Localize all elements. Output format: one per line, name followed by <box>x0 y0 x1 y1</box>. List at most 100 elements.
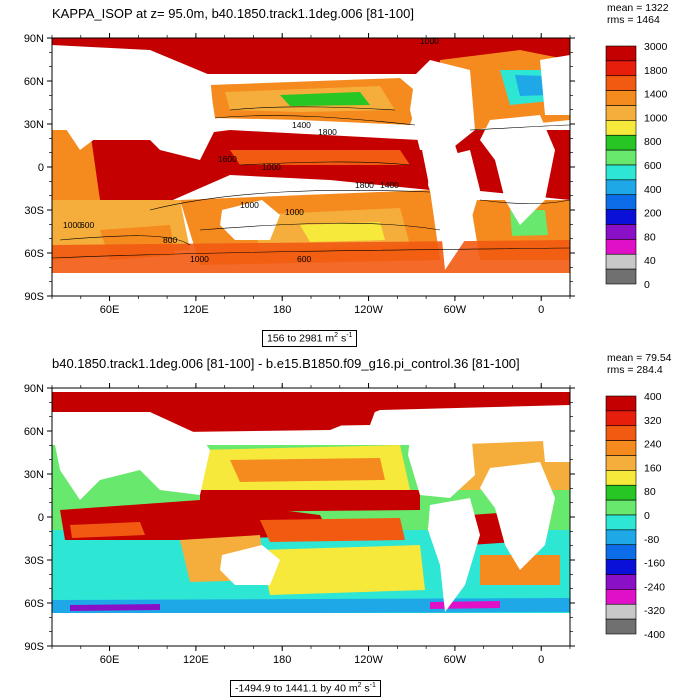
colorbar-label: 80 <box>644 486 656 498</box>
mean-value: mean = 1322 <box>607 2 669 14</box>
colorbar-label: 3000 <box>644 41 668 53</box>
lon-label: 60E <box>100 654 120 666</box>
colorbar-label: -400 <box>644 629 665 641</box>
colorbar-swatch <box>605 574 637 590</box>
lon-axis-labels: 60E 120E 180 120W 60W 0 <box>100 304 545 316</box>
colorbar-label: 1400 <box>644 89 668 101</box>
lat-label: 0 <box>38 162 44 174</box>
panel-kappa-isop: KAPPA_ISOP at z= 95.0m, b40.1850.track1.… <box>24 2 669 347</box>
colorbar-label: 160 <box>644 462 662 474</box>
lat-label: 90S <box>24 291 44 303</box>
colorbar-swatch <box>605 514 637 531</box>
range-label: 156 to 2981 m2 s-1 <box>262 330 358 347</box>
landmass-europe <box>540 55 570 115</box>
lon-label: 120E <box>183 654 209 666</box>
colorbar-label: 40 <box>644 255 656 267</box>
colorbar-label: 800 <box>644 136 662 148</box>
lon-label: 120W <box>354 654 383 666</box>
map-plot-bottom: 90N 60N 30N 0 30S 60S 90S 60E 120E 180 120W 60W 0 4… <box>24 383 665 666</box>
colorbar-swatch <box>605 105 637 121</box>
colorbar-swatch <box>605 134 637 151</box>
ocean-field <box>52 388 570 646</box>
lon-label: 180 <box>273 654 291 666</box>
colorbar-swatch <box>605 239 637 255</box>
colorbar-swatch <box>605 618 637 635</box>
contour-label: 1000 <box>285 207 304 217</box>
colorbar-swatch <box>605 559 637 575</box>
lat-axis-labels: 90N 60N 30N 0 30S 60S 90S <box>24 33 44 303</box>
colorbar-swatch <box>605 589 637 605</box>
colorbar-swatch <box>605 60 637 77</box>
colorbar-swatch <box>605 484 637 501</box>
colorbar-label: 200 <box>644 208 662 220</box>
contour-label: 600 <box>297 254 311 264</box>
contour-label: 1000 <box>262 162 281 172</box>
panel-title: KAPPA_ISOP at z= 95.0m, b40.1850.track1.… <box>52 6 414 21</box>
lat-label: 0 <box>38 512 44 524</box>
landmass-south-america <box>428 498 480 612</box>
stats-box: mean = 1322 rms = 1464 <box>607 2 669 26</box>
landmass-australia <box>220 200 280 240</box>
colorbar-swatch <box>605 529 637 546</box>
colorbar-swatch <box>605 603 637 620</box>
colorbar-label: 400 <box>644 391 662 403</box>
contour-labels: 1400 1800 1000 1600 1000 1000 1800 1400 … <box>63 36 439 264</box>
colorbar-swatch <box>605 75 637 91</box>
colorbar-label: 1000 <box>644 112 668 124</box>
landmass-north-america <box>410 60 475 150</box>
lat-label: 30S <box>24 555 44 567</box>
colorbar-swatch <box>605 253 637 270</box>
lat-label: 90N <box>24 33 44 45</box>
range-units: m <box>325 332 335 345</box>
lat-label: 60S <box>24 248 44 260</box>
colorbar-swatch <box>605 455 637 471</box>
lon-label: 0 <box>538 304 544 316</box>
colorbar-swatch <box>605 499 637 516</box>
colorbar-swatch <box>605 268 637 285</box>
contour-label: 1600 <box>218 154 237 164</box>
panel-difference: b40.1850.track1.1deg.006 [81-100] - b.e1… <box>0 350 700 700</box>
colorbar-label: -80 <box>644 534 659 546</box>
colorbar-swatch <box>605 440 637 456</box>
range-exponent: 2 <box>357 682 362 689</box>
colorbar-swatch <box>605 90 637 106</box>
landmass-south-america <box>428 150 480 270</box>
colorbar-swatch <box>605 149 637 166</box>
stats-box: mean = 79.54 rms = 284.4 <box>607 352 672 376</box>
colorbar-swatch <box>605 544 637 560</box>
lat-label: 30S <box>24 205 44 217</box>
contour-label: 800 <box>163 235 177 245</box>
range-units-s: s <box>338 332 347 345</box>
lon-label: 60W <box>444 654 467 666</box>
lon-label: 60E <box>100 304 120 316</box>
colorbar-label: 0 <box>644 279 650 291</box>
landmass-asia <box>52 412 210 500</box>
mean-value: mean = 79.54 <box>607 352 672 364</box>
colorbar-swatch <box>605 209 637 225</box>
colorbar-swatch <box>605 470 637 486</box>
range-units-s: s <box>361 682 370 695</box>
lon-label: 120E <box>183 304 209 316</box>
range-text: 156 to 2981 <box>267 332 323 345</box>
contour-label: 1800 <box>355 180 374 190</box>
colorbar-swatch <box>605 164 637 181</box>
colorbar-swatch <box>605 224 637 240</box>
colorbar-label: 600 <box>644 160 662 172</box>
lat-label: 90S <box>24 641 44 653</box>
colorbar-label: 240 <box>644 439 662 451</box>
lat-axis-labels: 90N 60N 30N 0 30S 60S 90S <box>24 383 44 653</box>
colorbar-label: -320 <box>644 605 665 617</box>
lat-label: 60N <box>24 76 44 88</box>
landmass-asia <box>52 45 215 160</box>
range-units: m <box>348 682 358 695</box>
colorbar-swatch <box>605 425 637 441</box>
lon-label: 60W <box>444 304 467 316</box>
panel-title: b40.1850.track1.1deg.006 [81-100] - b.e1… <box>52 356 520 371</box>
rms-value: rms = 284.4 <box>607 364 663 376</box>
lon-label: 120W <box>354 304 383 316</box>
contour-label: 1000 <box>420 36 439 46</box>
contour-label: 1000 <box>63 220 82 230</box>
colorbar-swatch <box>605 194 637 210</box>
colorbar-swatch <box>605 395 637 412</box>
